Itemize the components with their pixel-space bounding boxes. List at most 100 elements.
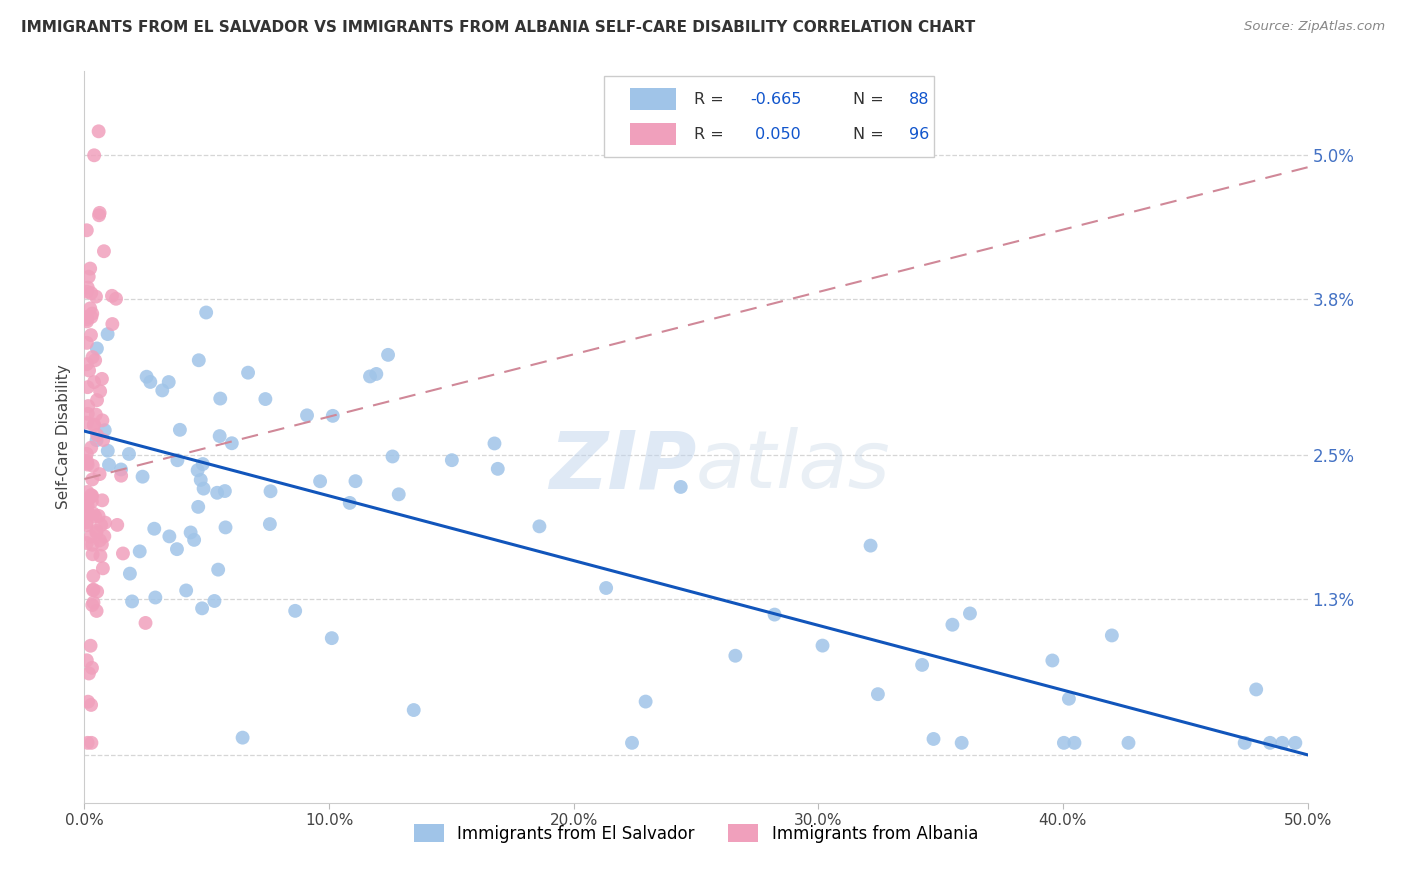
Point [105, 517, 128, 532]
Point [214, 484, 236, 499]
Point [83, 375, 105, 389]
Point [82, 458, 104, 473]
Point [484, 436, 506, 450]
Point [191, 601, 214, 615]
Point [359, 369, 381, 384]
Point [86, 584, 108, 599]
Point [118, 447, 141, 461]
Point [157, 375, 180, 389]
Point [221, 436, 243, 450]
Point [76, 493, 98, 508]
Legend: Immigrants from El Salvador, Immigrants from Albania: Immigrants from El Salvador, Immigrants … [408, 818, 984, 849]
Point [76, 456, 98, 470]
Point [187, 500, 209, 514]
Point [911, 657, 934, 672]
Point [135, 369, 157, 384]
Point [859, 539, 882, 553]
Point [157, 529, 180, 543]
Point [76, 285, 98, 299]
Point [1057, 691, 1080, 706]
Point [205, 485, 228, 500]
Point [84, 353, 107, 368]
Point [76, 458, 98, 472]
Point [254, 392, 277, 406]
Point [236, 366, 259, 380]
Point [80, 488, 103, 502]
Point [110, 462, 132, 476]
Point [143, 591, 166, 605]
Point [89, 467, 111, 482]
Point [202, 594, 225, 608]
Point [82, 583, 104, 598]
Point [79, 639, 101, 653]
Point [77, 695, 100, 709]
Y-axis label: Self-Care Disability: Self-Care Disability [56, 365, 72, 509]
Point [259, 517, 281, 532]
Point [259, 484, 281, 499]
Text: 88: 88 [908, 92, 929, 107]
Point [84, 408, 107, 422]
Point [724, 648, 747, 663]
Point [76, 485, 98, 500]
Point [82, 547, 104, 561]
Point [86, 525, 108, 540]
Text: 0.050: 0.050 [749, 127, 800, 142]
Point [922, 731, 945, 746]
Point [76, 312, 98, 326]
Point [941, 617, 963, 632]
Bar [630, 123, 676, 145]
Point [82, 507, 104, 521]
Point [76, 223, 98, 237]
Point [377, 348, 399, 362]
Point [77, 363, 100, 377]
Point [87, 508, 110, 523]
Text: Source: ZipAtlas.com: Source: ZipAtlas.com [1244, 20, 1385, 33]
Point [763, 607, 786, 622]
Point [191, 457, 214, 471]
Point [76, 280, 98, 294]
Point [76, 335, 98, 350]
Point [366, 367, 388, 381]
Point [83, 417, 105, 432]
Point [76, 504, 98, 518]
Point [82, 489, 104, 503]
Point [80, 494, 103, 508]
Point [121, 594, 143, 608]
Point [1101, 628, 1123, 642]
Point [1244, 682, 1267, 697]
Point [89, 206, 111, 220]
Point [98, 458, 121, 472]
Point [486, 462, 509, 476]
FancyBboxPatch shape [605, 77, 935, 157]
Point [93, 423, 115, 437]
Point [93, 529, 115, 543]
Point [82, 350, 104, 364]
Point [84, 290, 107, 304]
Text: N =: N = [852, 92, 889, 107]
Point [76, 499, 98, 513]
Text: IMMIGRANTS FROM EL SALVADOR VS IMMIGRANTS FROM ALBANIA SELF-CARE DISABILITY CORR: IMMIGRANTS FROM EL SALVADOR VS IMMIGRANT… [21, 20, 976, 35]
Point [79, 261, 101, 276]
Text: R =: R = [693, 92, 728, 107]
Point [76, 416, 98, 430]
Point [321, 631, 343, 645]
Point [1233, 736, 1256, 750]
Point [166, 453, 188, 467]
Point [402, 703, 425, 717]
Point [76, 736, 98, 750]
Point [91, 413, 114, 427]
Point [174, 583, 197, 598]
Point [1040, 653, 1063, 667]
Point [1063, 736, 1085, 750]
Point [76, 407, 98, 421]
Point [77, 269, 100, 284]
Point [139, 375, 162, 389]
Point [79, 529, 101, 543]
Point [83, 148, 105, 162]
Point [621, 736, 644, 750]
Point [82, 582, 104, 597]
Point [97, 327, 120, 342]
Point [80, 441, 103, 455]
Point [80, 328, 103, 343]
Point [344, 474, 367, 488]
